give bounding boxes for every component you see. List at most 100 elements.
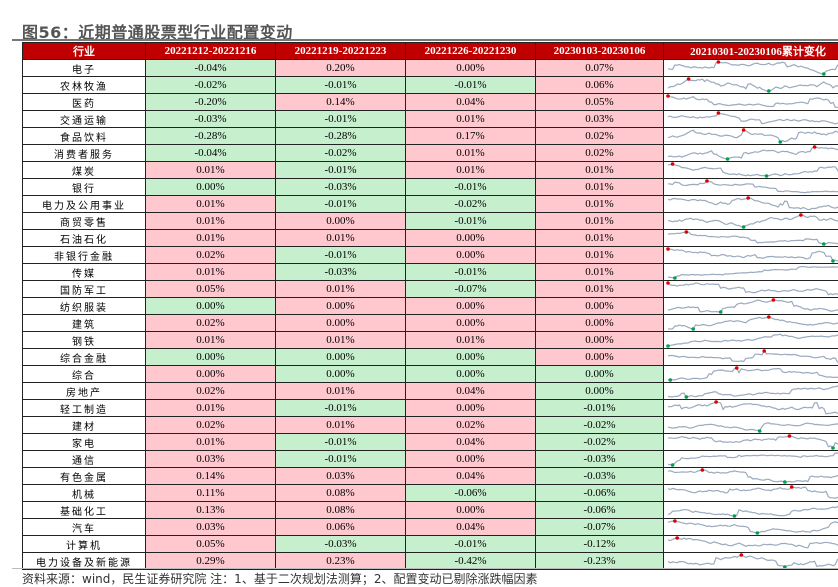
allocation-change-cell: -0.02% [536, 434, 664, 451]
allocation-change-cell: 0.01% [536, 162, 664, 179]
allocation-change-cell: 0.01% [276, 332, 406, 349]
sparkline-max-marker [714, 400, 718, 404]
allocation-change-cell: 0.01% [536, 213, 664, 230]
industry-allocation-table: 行业 20221212-20221216 20221219-20221223 2… [22, 42, 838, 570]
allocation-change-cell: 0.03% [276, 468, 406, 485]
industry-name: 纺织服装 [23, 298, 146, 315]
allocation-change-cell: 0.00% [406, 298, 536, 315]
allocation-change-cell: 0.01% [536, 281, 664, 298]
sparkline-max-marker [666, 94, 670, 98]
allocation-change-cell: 0.03% [536, 111, 664, 128]
sparkline [664, 332, 838, 348]
cumulative-sparkline-cell [664, 162, 838, 179]
table-row: 消费者服务-0.04%-0.02%0.01%0.02% [23, 145, 838, 162]
sparkline [664, 145, 838, 161]
allocation-change-cell: -0.06% [536, 485, 664, 502]
allocation-change-cell: -0.03% [536, 451, 664, 468]
sparkline-min-marker [685, 395, 689, 399]
allocation-change-cell: 0.07% [536, 60, 664, 77]
industry-name: 石油石化 [23, 230, 146, 247]
header-week-2: 20221219-20221223 [276, 43, 406, 60]
cumulative-sparkline-cell [664, 179, 838, 196]
allocation-change-cell: 0.01% [146, 332, 276, 349]
sparkline-max-marker [701, 468, 705, 472]
allocation-change-cell: 0.01% [406, 332, 536, 349]
table-row: 农林牧渔-0.02%-0.01%-0.01%0.06% [23, 77, 838, 94]
allocation-change-cell: 0.01% [406, 145, 536, 162]
cumulative-sparkline-cell [664, 417, 838, 434]
sparkline-max-marker [762, 349, 766, 353]
allocation-change-cell: -0.02% [406, 196, 536, 213]
allocation-change-cell: -0.03% [146, 111, 276, 128]
sparkline-min-marker [726, 157, 730, 161]
sparkline-path [668, 555, 838, 567]
sparkline-path [668, 317, 838, 329]
allocation-change-cell: 0.02% [146, 417, 276, 434]
cumulative-sparkline-cell [664, 536, 838, 553]
cumulative-sparkline-cell [664, 60, 838, 77]
sparkline-path [668, 351, 838, 363]
allocation-change-cell: 0.01% [146, 213, 276, 230]
allocation-change-cell: 0.00% [536, 332, 664, 349]
cumulative-sparkline-cell [664, 315, 838, 332]
allocation-change-cell: 0.01% [276, 281, 406, 298]
table-row: 食品饮料-0.28%-0.28%0.17%0.02% [23, 128, 838, 145]
allocation-change-cell: 0.01% [536, 230, 664, 247]
sparkline-path [668, 436, 838, 448]
cumulative-sparkline-cell [664, 196, 838, 213]
cumulative-sparkline-cell [664, 366, 838, 383]
allocation-change-cell: 0.04% [406, 468, 536, 485]
table-row: 医药-0.20%0.14%0.04%0.05% [23, 94, 838, 111]
allocation-change-cell: 0.29% [146, 553, 276, 570]
sparkline-path [668, 181, 838, 193]
allocation-change-cell: 0.01% [276, 417, 406, 434]
allocation-change-cell: -0.42% [406, 553, 536, 570]
allocation-change-cell: -0.01% [276, 77, 406, 94]
allocation-change-cell: 0.23% [276, 553, 406, 570]
sparkline-min-marker [671, 463, 675, 467]
cumulative-sparkline-cell [664, 230, 838, 247]
allocation-change-cell: 0.02% [146, 383, 276, 400]
allocation-change-cell: 0.00% [406, 451, 536, 468]
sparkline-path [668, 538, 838, 550]
allocation-change-cell: 0.00% [536, 366, 664, 383]
cumulative-sparkline-cell [664, 247, 838, 264]
allocation-change-cell: 0.00% [146, 366, 276, 383]
sparkline-path [668, 385, 838, 397]
allocation-change-cell: -0.04% [146, 145, 276, 162]
sparkline-max-marker [746, 196, 750, 200]
sparkline-path [668, 402, 838, 414]
allocation-change-cell: 0.17% [406, 128, 536, 145]
industry-name: 医药 [23, 94, 146, 111]
sparkline-min-marker [668, 378, 672, 382]
allocation-change-cell: 0.02% [146, 315, 276, 332]
sparkline [664, 315, 838, 331]
allocation-change-cell: -0.02% [146, 77, 276, 94]
allocation-change-cell: -0.03% [536, 468, 664, 485]
allocation-change-cell: 0.00% [406, 230, 536, 247]
sparkline-path [668, 504, 838, 516]
allocation-change-cell: -0.06% [536, 502, 664, 519]
table-row: 电子-0.04%0.20%0.00%0.07% [23, 60, 838, 77]
sparkline-path [668, 96, 838, 108]
allocation-change-cell: -0.28% [146, 128, 276, 145]
allocation-change-cell: -0.03% [276, 179, 406, 196]
sparkline-max-marker [740, 553, 744, 557]
allocation-change-cell: -0.01% [406, 213, 536, 230]
sparkline-path [668, 300, 838, 312]
allocation-change-cell: 0.08% [276, 502, 406, 519]
allocation-change-cell: -0.07% [406, 281, 536, 298]
sparkline-min-marker [691, 327, 695, 331]
sparkline-min-marker [822, 72, 826, 76]
allocation-change-cell: 0.02% [146, 247, 276, 264]
industry-name: 建筑 [23, 315, 146, 332]
cumulative-sparkline-cell [664, 502, 838, 519]
